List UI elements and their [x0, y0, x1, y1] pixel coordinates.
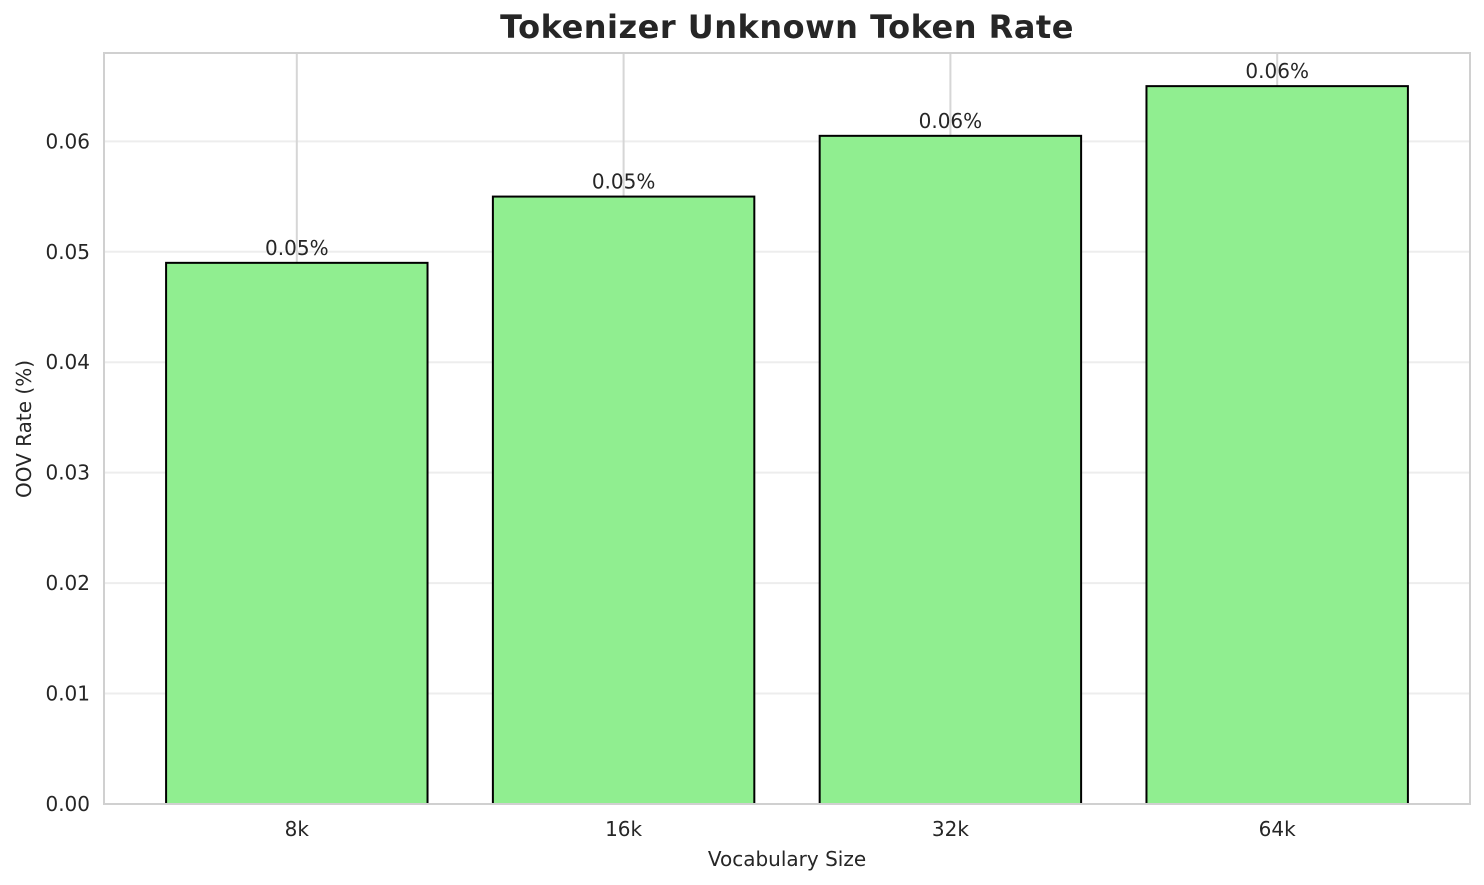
y-tick-label: 0.03 [45, 461, 90, 485]
y-tick-label: 0.06 [45, 129, 90, 153]
plot-frame [103, 52, 1471, 805]
y-tick-label: 0.04 [45, 350, 90, 374]
bar [165, 261, 429, 805]
y-tick-label: 0.05 [45, 240, 90, 264]
y-tick-label: 0.00 [45, 792, 90, 816]
bar-value-label: 0.05% [592, 170, 656, 194]
bar-value-label: 0.06% [919, 109, 983, 133]
bar-value-label: 0.05% [265, 236, 329, 260]
bar-value-label: 0.06% [1245, 59, 1309, 83]
x-tick-label: 16k [605, 817, 642, 841]
bar [491, 195, 756, 805]
x-tick-label: 64k [1259, 817, 1296, 841]
x-tick-label: 8k [285, 817, 310, 841]
y-tick-label: 0.01 [45, 682, 90, 706]
x-tick-label: 32k [932, 817, 969, 841]
x-axis-label: Vocabulary Size [707, 847, 867, 871]
y-tick-label: 0.02 [45, 571, 90, 595]
bar [1145, 85, 1409, 806]
chart-title: Tokenizer Unknown Token Rate [500, 8, 1074, 46]
bar [818, 134, 1083, 806]
